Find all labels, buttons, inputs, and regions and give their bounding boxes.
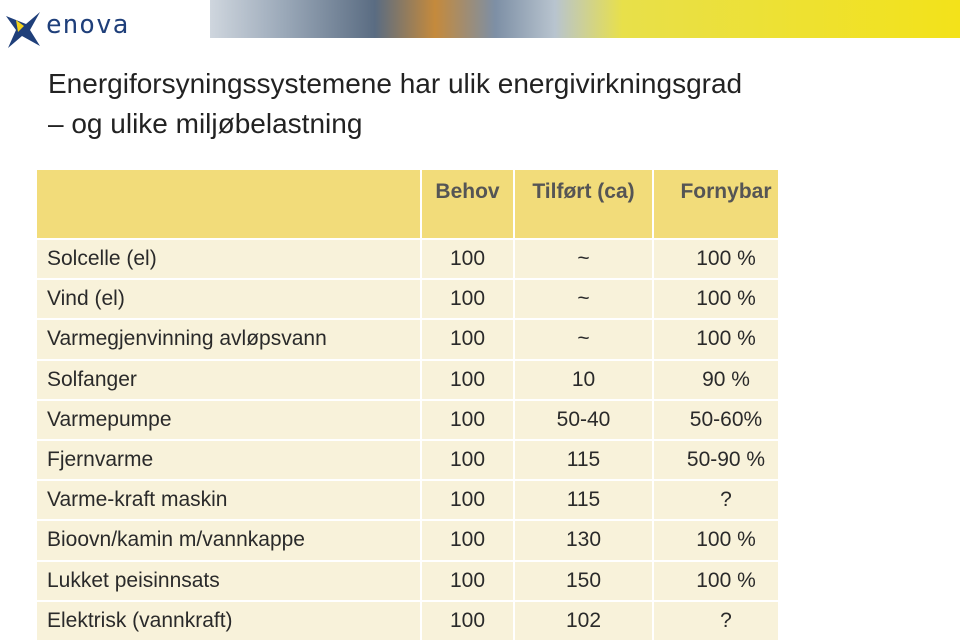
table-cell: 100	[420, 521, 513, 560]
header-row: Behov Tilført (ca) Fornybar	[37, 170, 778, 238]
table-cell: 100	[420, 400, 513, 439]
table-cell: 10	[513, 360, 652, 399]
table-cell: ~	[513, 280, 652, 319]
table-row: Fjernvarme 100 115 50-90 %	[37, 438, 778, 480]
table-cell: 100	[420, 240, 513, 279]
table-cell: 50-40	[513, 400, 652, 439]
logo-text: enova	[46, 10, 130, 40]
table-cell: Bioovn/kamin m/vannkappe	[37, 521, 420, 560]
table-cell: 150	[513, 561, 652, 600]
table-cell: Fjernvarme	[37, 440, 420, 480]
table-cell: 100	[420, 320, 513, 359]
table-cell: Varmegjenvinning avløpsvann	[37, 320, 420, 359]
table-cell: Solfanger	[37, 360, 420, 399]
header-cell: Tilført (ca)	[513, 170, 652, 238]
table-cell: Elektrisk (vannkraft)	[37, 601, 420, 640]
header-cell: Behov	[420, 170, 513, 238]
table-cell: 100	[420, 280, 513, 319]
table-row: Solfanger 100 10 90 %	[37, 358, 778, 399]
table-row: Varme-kraft maskin 100 115?	[37, 479, 778, 520]
table-cell: Varme-kraft maskin	[37, 481, 420, 520]
table-cell: 90 %	[652, 360, 778, 399]
table-cell: ?	[652, 481, 778, 520]
table-cell: ~	[513, 240, 652, 279]
table-cell: 100	[420, 440, 513, 480]
table-cell: ~	[513, 320, 652, 359]
header-banner	[210, 0, 960, 38]
header-text: Tilført (ca)	[532, 180, 635, 203]
header-text: Behov	[435, 180, 500, 203]
table-cell: 100	[420, 561, 513, 600]
header-text: Fornybar	[680, 180, 772, 203]
table-cell: 100 %	[652, 240, 778, 279]
table-cell: ?	[652, 601, 778, 640]
table-cell: 100	[420, 601, 513, 640]
table-cell: 50-60%	[652, 400, 778, 439]
table-cell: 115	[513, 440, 652, 480]
table-cell: 100 %	[652, 320, 778, 359]
table-row: Lukket peisinnsats 100 150 100 %	[37, 559, 778, 600]
logo-icon	[6, 12, 40, 48]
table-cell: 100	[420, 481, 513, 520]
table-cell: Vind (el)	[37, 280, 420, 319]
table-cell: 50-90 %	[652, 440, 778, 480]
title-line: Energiforsyningssystemene har ulik energ…	[48, 68, 743, 99]
table-cell: Varmepumpe	[37, 400, 420, 439]
title-line: – og ulike miljøbelastning	[48, 108, 363, 139]
table-cell: 100	[420, 360, 513, 399]
header-cell: Fornybar	[652, 170, 778, 238]
table-row: Elektrisk (vannkraft) 100 102?	[37, 599, 778, 640]
table-cell: 115	[513, 481, 652, 520]
table-row: Solcelle (el) 100 ~100 %	[37, 238, 778, 279]
table-cell: Lukket peisinnsats	[37, 561, 420, 600]
table-cell: 102	[513, 601, 652, 640]
header-cell	[37, 170, 420, 238]
table-cell: Solcelle (el)	[37, 240, 420, 279]
table-row: Varmepumpe 100 50-40 50-60%	[37, 398, 778, 439]
table-cell: 100 %	[652, 561, 778, 600]
table-row: Vind (el) 100 ~100 %	[37, 278, 778, 319]
table-cell: 100 %	[652, 521, 778, 560]
table-row: Varmegjenvinning avløpsvann 100 ~100 %	[37, 318, 778, 359]
table-cell: 130	[513, 521, 652, 560]
table-row: Bioovn/kamin m/vannkappe 100 130 100 %	[37, 519, 778, 560]
table: Behov Tilført (ca) Fornybar Solcelle (el) 10…	[37, 170, 778, 640]
table-cell: 100 %	[652, 280, 778, 319]
